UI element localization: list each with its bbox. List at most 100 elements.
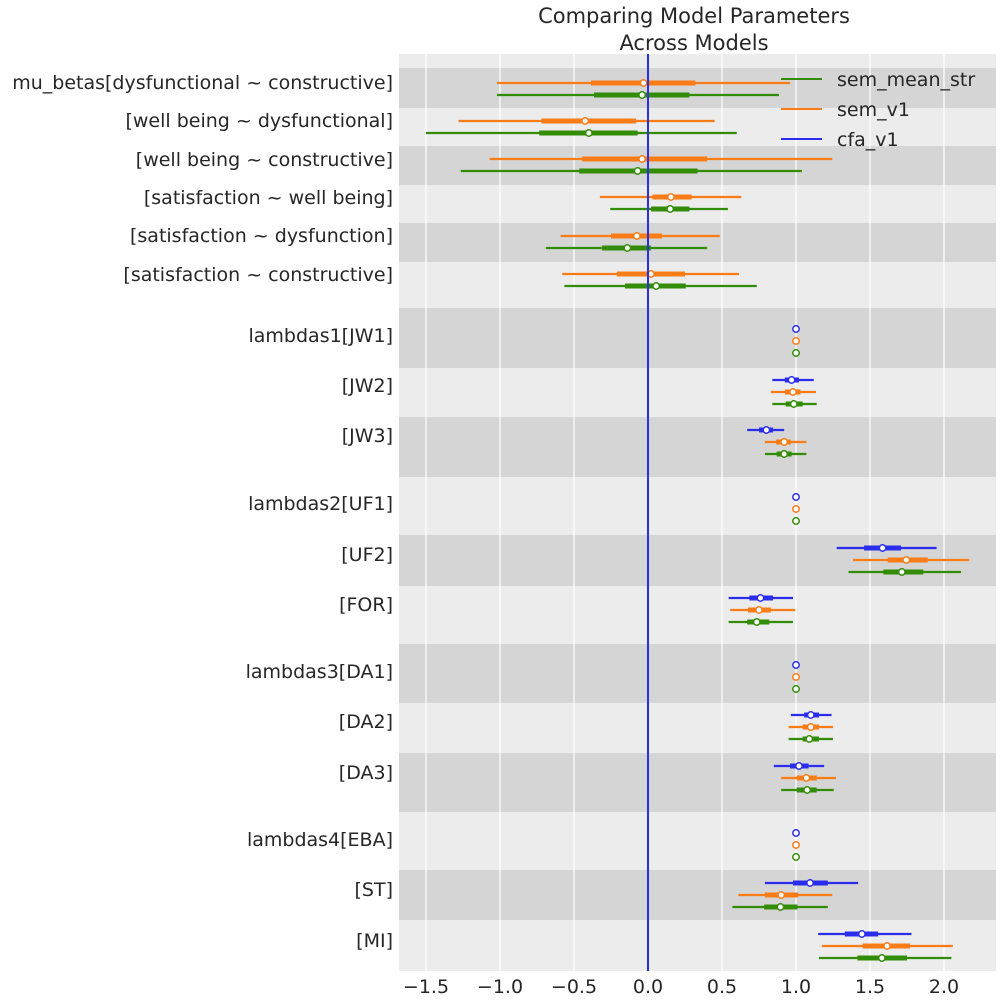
- row-label: [satisfaction ~ constructive]: [123, 264, 393, 286]
- x-tick-label: 0.5: [707, 976, 737, 998]
- x-tick-label: 0.0: [633, 976, 663, 998]
- point-estimate-sem_mean_str: [789, 400, 798, 408]
- row-label: [JW2]: [342, 375, 393, 397]
- row-label: lambdas2[UF1]: [248, 493, 393, 515]
- row-label: [satisfaction ~ well being]: [144, 187, 393, 209]
- chart-title-line-1: Comparing Model Parameters: [538, 4, 850, 28]
- row-label: mu_betas[dysfunctional ~ constructive]: [12, 72, 393, 94]
- row-9-intervals: [792, 493, 800, 525]
- point-estimate-cfa_v1: [762, 426, 771, 434]
- row-label: [ST]: [355, 879, 394, 901]
- point-estimate-cfa_v1: [792, 661, 800, 669]
- x-tick-label: −0.5: [551, 976, 597, 998]
- row-labels: mu_betas[dysfunctional ~ constructive] [w…: [12, 72, 393, 952]
- point-estimate-sem_v1: [780, 438, 789, 446]
- row-band: [399, 308, 996, 368]
- point-estimate-cfa_v1: [857, 930, 866, 938]
- point-estimate-sem_mean_str: [803, 786, 812, 794]
- point-estimate-sem_mean_str: [805, 735, 814, 743]
- point-estimate-sem_v1: [638, 155, 647, 163]
- row-8-intervals: [747, 426, 807, 458]
- row-band: [399, 68, 996, 108]
- row-label: lambdas4[EBA]: [247, 829, 393, 851]
- row-label: [well being ~ dysfunctional]: [125, 110, 393, 132]
- row-4-intervals: [545, 232, 720, 252]
- row-band: [399, 223, 996, 262]
- point-estimate-sem_v1: [666, 193, 675, 201]
- row-7-intervals: [770, 376, 817, 408]
- row-label: [FOR]: [339, 594, 393, 616]
- point-estimate-cfa_v1: [787, 376, 796, 384]
- point-estimate-sem_mean_str: [792, 517, 800, 525]
- legend-label-sem_mean_str: sem_mean_str: [837, 69, 975, 91]
- row-2-intervals: [460, 155, 833, 175]
- point-estimate-sem_mean_str: [897, 568, 906, 576]
- point-estimate-sem_mean_str: [776, 903, 785, 911]
- point-estimate-cfa_v1: [792, 829, 800, 837]
- point-estimate-sem_mean_str: [623, 244, 632, 252]
- point-estimate-cfa_v1: [792, 325, 800, 333]
- legend-label-sem_v1: sem_v1: [837, 99, 910, 121]
- legend: sem_mean_str sem_v1 cfa_v1: [781, 69, 975, 151]
- row-14-intervals: [773, 762, 836, 794]
- point-estimate-sem_v1: [632, 232, 641, 240]
- point-estimate-sem_v1: [792, 673, 800, 681]
- row-12-intervals: [792, 661, 800, 693]
- point-estimate-sem_mean_str: [638, 91, 647, 99]
- row-6-intervals: [792, 325, 800, 357]
- row-label: lambdas3[DA1]: [246, 661, 393, 683]
- point-estimate-sem_v1: [802, 774, 811, 782]
- point-estimate-sem_v1: [755, 606, 763, 614]
- row-band: [399, 870, 996, 920]
- point-estimate-sem_mean_str: [792, 685, 800, 693]
- row-17-intervals: [818, 930, 953, 962]
- row-11-intervals: [728, 594, 796, 626]
- x-tick-label: 1.5: [855, 976, 885, 998]
- point-estimate-cfa_v1: [792, 493, 800, 501]
- point-estimate-cfa_v1: [806, 879, 815, 887]
- plot-background: [399, 54, 996, 971]
- row-16-intervals: [732, 879, 859, 911]
- row-band: [399, 417, 996, 477]
- row-5-intervals: [562, 270, 757, 290]
- row-label: [DA2]: [339, 711, 393, 733]
- row-3-intervals: [599, 193, 742, 213]
- legend-label-cfa_v1: cfa_v1: [837, 129, 899, 151]
- row-label: [well being ~ constructive]: [136, 149, 393, 171]
- row-10-intervals: [836, 544, 970, 576]
- point-estimate-sem_v1: [789, 388, 797, 396]
- point-estimate-sem_v1: [581, 117, 590, 125]
- point-estimate-sem_v1: [792, 841, 800, 849]
- row-label: [JW3]: [342, 425, 393, 447]
- point-estimate-sem_mean_str: [792, 853, 800, 861]
- row-15-intervals: [792, 829, 800, 861]
- x-tick-label: −1.0: [477, 976, 523, 998]
- point-estimate-sem_v1: [792, 505, 800, 513]
- row-1-intervals: [426, 117, 737, 137]
- x-tick-label: 2.0: [929, 976, 959, 998]
- row-band: [399, 644, 996, 703]
- chart-title-line-2: Across Models: [619, 31, 768, 55]
- row-label: [satisfaction ~ dysfunction]: [130, 225, 393, 247]
- point-estimate-sem_mean_str: [584, 129, 593, 137]
- row-label: lambdas1[JW1]: [249, 325, 394, 347]
- point-estimate-sem_mean_str: [792, 349, 800, 357]
- point-estimate-sem_v1: [883, 942, 891, 950]
- point-estimate-sem_v1: [902, 556, 911, 564]
- point-estimate-sem_v1: [792, 337, 800, 345]
- row-label: [MI]: [356, 930, 393, 952]
- row-13-intervals: [788, 711, 833, 743]
- row-label: [UF2]: [341, 544, 393, 566]
- point-estimate-cfa_v1: [756, 594, 765, 602]
- point-estimate-sem_v1: [639, 79, 648, 87]
- point-estimate-sem_v1: [777, 891, 786, 899]
- interval-marks: [426, 79, 970, 962]
- row-band: [399, 753, 996, 812]
- plot-area: [399, 54, 996, 971]
- x-tick-label: −1.5: [403, 976, 449, 998]
- point-estimate-sem_v1: [806, 723, 815, 731]
- row-label: [DA3]: [339, 762, 393, 784]
- point-estimate-sem_mean_str: [652, 282, 661, 290]
- point-estimate-sem_mean_str: [666, 205, 675, 213]
